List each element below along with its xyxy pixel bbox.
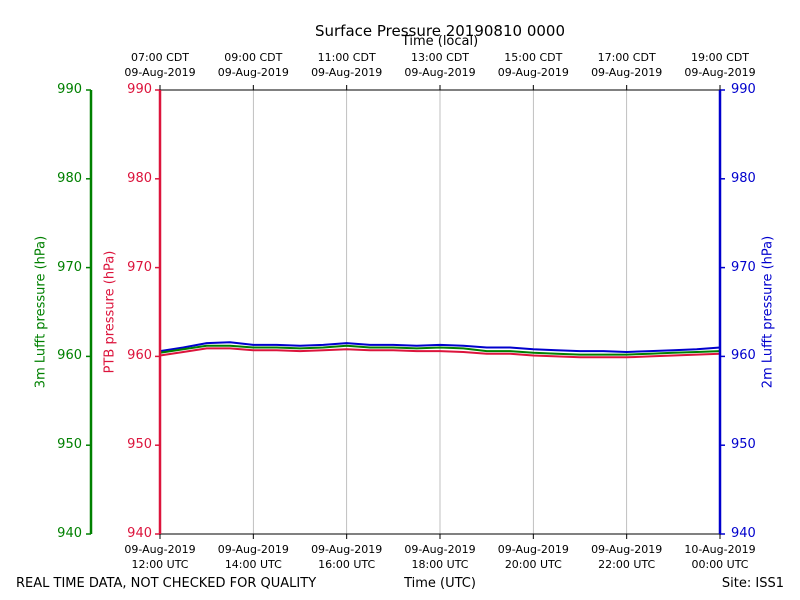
xtick-label-top-date-18: 09-Aug-2019 [404, 66, 476, 79]
ytick-label-3m-950: 950 [57, 437, 82, 453]
xtick-label-top-time-24: 19:00 CDT [690, 51, 750, 64]
series-line-0 [159, 341, 721, 353]
ytick-label-ptb-990: 990 [127, 82, 152, 97]
series-line-1 [159, 344, 721, 356]
x-axis-label: Time (UTC) [404, 576, 476, 591]
top-axis-label: Time (local) [401, 34, 479, 49]
footer-quality-note: REAL TIME DATA, NOT CHECKED FOR QUALITY [16, 576, 317, 591]
footer-site-label: Site: ISS1 [721, 576, 784, 591]
grid-lines [252, 90, 628, 534]
ytick-label-3m-960: 960 [57, 348, 82, 364]
xtick-label-bottom-date-16: 09-Aug-2019 [311, 543, 383, 556]
xtick-label-top-time-12: 07:00 CDT [130, 51, 190, 64]
ytick-label-3m-940: 940 [57, 526, 82, 541]
ytick-label-2m-990: 990 [731, 82, 756, 97]
xtick-label-bottom-date-18: 09-Aug-2019 [404, 543, 476, 556]
xtick-label-top-time-16: 11:00 CDT [317, 51, 376, 64]
xtick-label-top-date-12: 09-Aug-2019 [124, 66, 196, 79]
xtick-label-bottom-time-14: 14:00 UTC [224, 558, 282, 571]
ytick-label-ptb-960: 960 [127, 348, 152, 364]
xtick-label-bottom-date-20: 09-Aug-2019 [497, 543, 569, 556]
xtick-label-bottom-date-14: 09-Aug-2019 [217, 543, 289, 556]
y-axis-label-2m-lufft: 2m Lufft pressure (hPa) [760, 235, 776, 389]
xtick-label-top-time-22: 17:00 CDT [597, 51, 656, 64]
chart-title: Surface Pressure 20190810 0000 [314, 22, 566, 40]
ytick-label-3m-990: 990 [57, 82, 82, 97]
xtick-label-top-time-18: 13:00 CDT [410, 51, 470, 64]
ytick-label-2m-960: 960 [731, 348, 756, 364]
axis-ticks [86, 85, 725, 539]
xtick-label-top-date-20: 09-Aug-2019 [497, 66, 569, 79]
xtick-label-top-date-22: 09-Aug-2019 [591, 66, 663, 79]
xtick-label-bottom-time-22: 22:00 UTC [598, 558, 656, 571]
plot-frame [89, 89, 722, 535]
ytick-label-2m-940: 940 [731, 526, 756, 541]
ytick-label-2m-980: 980 [731, 170, 756, 186]
xtick-label-bottom-time-12: 12:00 UTC [131, 558, 189, 571]
xtick-label-top-time-20: 15:00 CDT [504, 51, 563, 64]
xtick-label-top-date-16: 09-Aug-2019 [311, 66, 383, 79]
ytick-label-3m-970: 970 [57, 259, 82, 275]
xtick-label-top-date-24: 09-Aug-2019 [684, 66, 756, 79]
xtick-label-top-time-14: 09:00 CDT [224, 51, 283, 64]
series-line-2 [159, 347, 721, 359]
xtick-label-bottom-date-12: 09-Aug-2019 [124, 543, 196, 556]
xtick-label-bottom-time-16: 16:00 UTC [318, 558, 376, 571]
ytick-label-ptb-970: 970 [127, 259, 152, 275]
xtick-label-bottom-time-18: 18:00 UTC [411, 558, 469, 571]
ytick-label-3m-980: 980 [57, 170, 82, 186]
ytick-label-ptb-950: 950 [127, 437, 152, 453]
ytick-label-2m-970: 970 [731, 259, 756, 275]
xtick-label-bottom-time-24: 00:00 UTC [691, 558, 749, 571]
plot-series [159, 341, 721, 359]
xtick-label-top-date-14: 09-Aug-2019 [217, 66, 289, 79]
ytick-label-ptb-980: 980 [127, 170, 152, 186]
xtick-label-bottom-date-22: 09-Aug-2019 [591, 543, 663, 556]
xtick-label-bottom-time-20: 20:00 UTC [504, 558, 562, 571]
ytick-label-2m-950: 950 [731, 437, 756, 453]
xtick-label-bottom-date-24: 10-Aug-2019 [684, 543, 756, 556]
ytick-label-ptb-940: 940 [127, 526, 152, 541]
